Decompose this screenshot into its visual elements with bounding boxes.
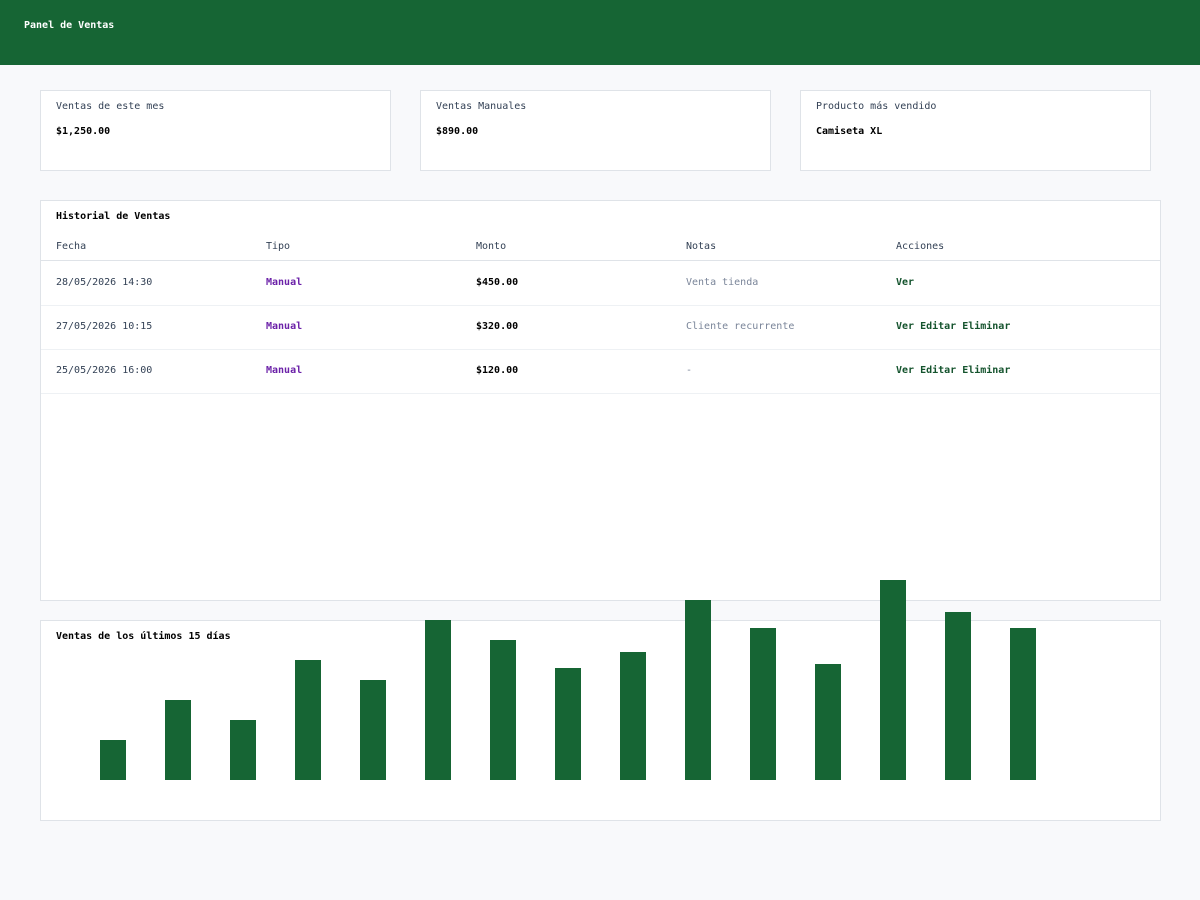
card-value: Camiseta XL bbox=[816, 126, 883, 137]
cell-monto: $450.00 bbox=[476, 277, 519, 288]
cell-tipo: Manual bbox=[266, 365, 303, 376]
cell-acciones: Ver Editar Eliminar bbox=[896, 321, 1016, 332]
card-value: $1,250.00 bbox=[56, 126, 111, 137]
delete-button[interactable]: Eliminar bbox=[962, 365, 1011, 376]
cell-notas: Cliente recurrente bbox=[686, 321, 795, 332]
chart-title: Ventas de los últimos 15 días bbox=[56, 631, 231, 642]
delete-button[interactable]: Eliminar bbox=[962, 321, 1011, 332]
table-header: Fecha Tipo Monto Notas Acciones bbox=[41, 231, 1160, 261]
cell-notas: Venta tienda bbox=[686, 277, 759, 288]
view-button[interactable]: Ver bbox=[896, 277, 915, 288]
card-label: Ventas de este mes bbox=[56, 101, 165, 112]
column-header-acciones: Acciones bbox=[896, 241, 945, 252]
sales-chart-panel: Ventas de los últimos 15 días bbox=[40, 620, 1161, 821]
edit-button[interactable]: Editar bbox=[920, 365, 957, 376]
cell-fecha: 25/05/2026 16:00 bbox=[56, 365, 153, 376]
card-value: $890.00 bbox=[436, 126, 479, 137]
cell-tipo: Manual bbox=[266, 277, 303, 288]
cell-tipo: Manual bbox=[266, 321, 303, 332]
sales-history-panel: Historial de Ventas Fecha Tipo Monto Not… bbox=[40, 200, 1161, 601]
card-label: Ventas Manuales bbox=[436, 101, 527, 112]
column-header-fecha: Fecha bbox=[56, 241, 87, 252]
edit-button[interactable]: Editar bbox=[920, 321, 957, 332]
card-monthly-sales: Ventas de este mes $1,250.00 bbox=[40, 90, 391, 171]
view-button[interactable]: Ver bbox=[896, 365, 915, 376]
table-row: 25/05/2026 16:00 Manual $120.00 - Ver Edi… bbox=[41, 350, 1160, 394]
card-top-product: Producto más vendido Camiseta XL bbox=[800, 90, 1151, 171]
table-row: 28/05/2026 14:30 Manual $450.00 Venta ti… bbox=[41, 262, 1160, 306]
cell-acciones: Ver Editar Eliminar bbox=[896, 365, 1016, 376]
column-header-tipo: Tipo bbox=[266, 241, 291, 252]
cell-fecha: 27/05/2026 10:15 bbox=[56, 321, 153, 332]
column-header-monto: Monto bbox=[476, 241, 507, 252]
view-button[interactable]: Ver bbox=[896, 321, 915, 332]
cell-monto: $120.00 bbox=[476, 365, 519, 376]
app-title: Panel de Ventas bbox=[24, 20, 115, 31]
app-header: Panel de Ventas bbox=[0, 0, 1200, 65]
cell-acciones: Ver bbox=[896, 277, 920, 288]
cell-monto: $320.00 bbox=[476, 321, 519, 332]
sales-history-title: Historial de Ventas bbox=[56, 211, 171, 222]
column-header-notas: Notas bbox=[686, 241, 717, 252]
cell-notas: - bbox=[686, 365, 693, 376]
table-row: 27/05/2026 10:15 Manual $320.00 Cliente … bbox=[41, 306, 1160, 350]
card-manual-sales: Ventas Manuales $890.00 bbox=[420, 90, 771, 171]
cell-fecha: 28/05/2026 14:30 bbox=[56, 277, 153, 288]
card-label: Producto más vendido bbox=[816, 101, 937, 112]
